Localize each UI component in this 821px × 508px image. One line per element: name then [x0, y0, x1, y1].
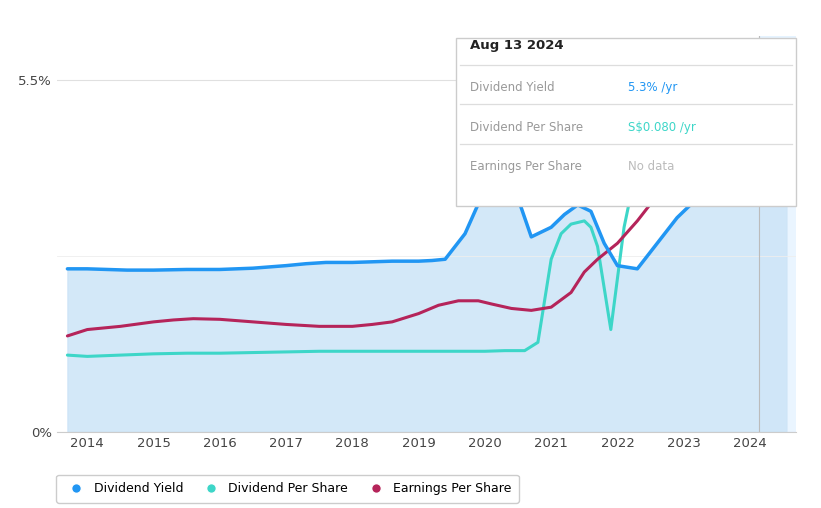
Text: No data: No data: [628, 160, 674, 173]
Text: Dividend Yield: Dividend Yield: [470, 81, 555, 94]
Text: 5.3% /yr: 5.3% /yr: [628, 81, 677, 94]
Legend: Dividend Yield, Dividend Per Share, Earnings Per Share: Dividend Yield, Dividend Per Share, Earn…: [57, 475, 519, 503]
Text: S$0.080 /yr: S$0.080 /yr: [628, 120, 696, 134]
Text: Past: Past: [730, 59, 756, 73]
Bar: [759, 36, 803, 432]
Text: Aug 13 2024: Aug 13 2024: [470, 39, 564, 52]
Text: Earnings Per Share: Earnings Per Share: [470, 160, 582, 173]
Text: Dividend Per Share: Dividend Per Share: [470, 120, 584, 134]
